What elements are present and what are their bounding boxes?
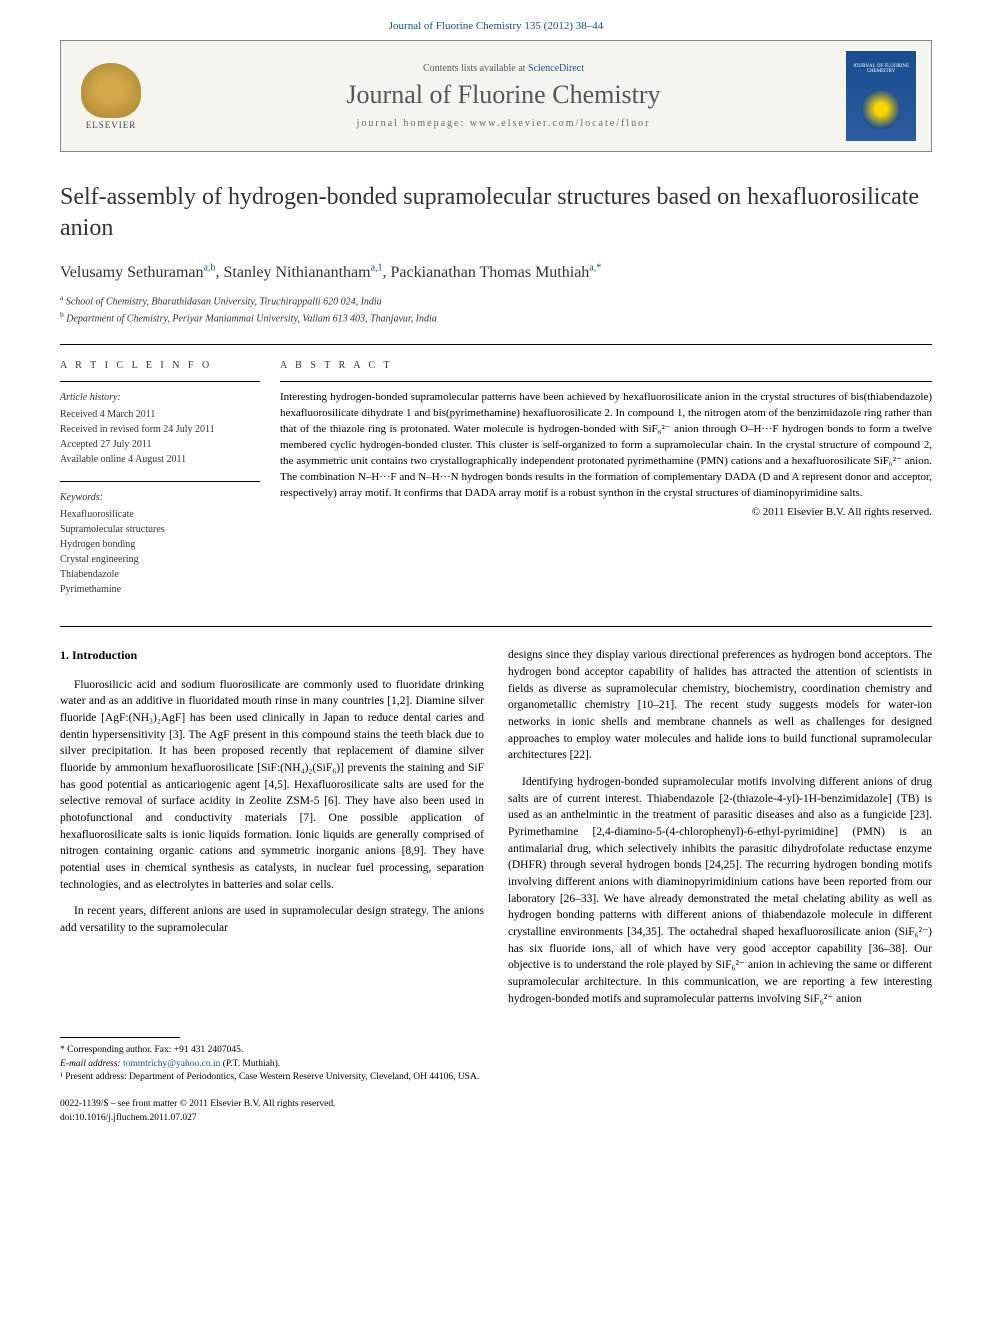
history-label: Article history: (60, 390, 260, 405)
body-right-column: designs since they display various direc… (508, 647, 932, 1017)
author: Stanley Nithiananthama,1 (223, 264, 382, 281)
info-divider (60, 481, 260, 482)
affiliation: b Department of Chemistry, Periyar Mania… (60, 309, 932, 326)
contents-available-line: Contents lists available at ScienceDirec… (161, 63, 846, 74)
abstract-column: A B S T R A C T Interesting hydrogen-bon… (280, 360, 932, 611)
keyword: Hexafluorosilicate (60, 507, 260, 522)
info-divider (60, 381, 260, 382)
section-heading: 1. Introduction (60, 647, 484, 664)
email-link[interactable]: tommtrichy@yahoo.co.in (123, 1059, 220, 1069)
author: Packianathan Thomas Muthiaha,* (391, 264, 602, 281)
present-address-note: ¹ Present address: Department of Periodo… (60, 1071, 480, 1084)
footer-bar: 0022-1139/$ – see front matter © 2011 El… (60, 1098, 932, 1125)
affiliations: a School of Chemistry, Bharathidasan Uni… (60, 292, 932, 327)
journal-name: Journal of Fluorine Chemistry (161, 80, 846, 110)
body-paragraph: Fluorosilicic acid and sodium fluorosili… (60, 677, 484, 894)
journal-cover-thumbnail: JOURNAL OF FLUORINE CHEMISTRY (846, 51, 916, 141)
abstract-text: Interesting hydrogen-bonded supramolecul… (280, 390, 932, 502)
abstract-copyright: © 2011 Elsevier B.V. All rights reserved… (280, 506, 932, 518)
body-paragraph: In recent years, different anions are us… (60, 903, 484, 936)
journal-header-box: ELSEVIER Contents lists available at Sci… (60, 40, 932, 152)
article-title: Self-assembly of hydrogen-bonded supramo… (60, 182, 932, 244)
affiliation: a School of Chemistry, Bharathidasan Uni… (60, 292, 932, 309)
article-info-column: A R T I C L E I N F O Article history: R… (60, 360, 280, 611)
body-text-columns: 1. Introduction Fluorosilicic acid and s… (60, 647, 932, 1017)
elsevier-tree-icon (81, 63, 141, 118)
section-divider (60, 626, 932, 627)
keyword: Crystal engineering (60, 552, 260, 567)
keyword: Hydrogen bonding (60, 537, 260, 552)
journal-homepage: journal homepage: www.elsevier.com/locat… (161, 118, 846, 129)
keyword: Supramolecular structures (60, 522, 260, 537)
abstract-heading: A B S T R A C T (280, 360, 932, 371)
history-item: Received in revised form 24 July 2011 (60, 422, 260, 437)
keyword: Pyrimethamine (60, 582, 260, 597)
author-list: Velusamy Sethuramana,b, Stanley Nithiana… (60, 262, 932, 281)
running-header: Journal of Fluorine Chemistry 135 (2012)… (0, 0, 992, 40)
elsevier-logo: ELSEVIER (76, 56, 146, 136)
body-paragraph: designs since they display various direc… (508, 647, 932, 764)
sciencedirect-link[interactable]: ScienceDirect (528, 63, 584, 74)
citation: Journal of Fluorine Chemistry 135 (2012)… (389, 20, 603, 32)
history-item: Available online 4 August 2011 (60, 452, 260, 467)
abstract-divider (280, 381, 932, 382)
author: Velusamy Sethuramana,b (60, 264, 215, 281)
info-abstract-row: A R T I C L E I N F O Article history: R… (60, 345, 932, 626)
footnotes-block: * Corresponding author. Fax: +91 431 240… (60, 1037, 480, 1084)
issn-line: 0022-1139/$ – see front matter © 2011 El… (60, 1098, 932, 1111)
history-item: Received 4 March 2011 (60, 407, 260, 422)
keyword: Thiabendazole (60, 567, 260, 582)
doi-line: doi:10.1016/j.jfluchem.2011.07.027 (60, 1112, 932, 1125)
cover-title: JOURNAL OF FLUORINE CHEMISTRY (851, 64, 911, 74)
footnotes-divider (60, 1037, 180, 1038)
article-history-block: Article history: Received 4 March 2011 R… (60, 390, 260, 467)
corresponding-author-note: * Corresponding author. Fax: +91 431 240… (60, 1044, 480, 1057)
article-info-heading: A R T I C L E I N F O (60, 360, 260, 371)
cover-graphic-icon (861, 89, 901, 129)
history-item: Accepted 27 July 2011 (60, 437, 260, 452)
keywords-label: Keywords: (60, 490, 260, 505)
journal-center: Contents lists available at ScienceDirec… (161, 63, 846, 129)
keywords-block: Keywords: Hexafluorosilicate Supramolecu… (60, 490, 260, 597)
body-left-column: 1. Introduction Fluorosilicic acid and s… (60, 647, 484, 1017)
body-paragraph: Identifying hydrogen-bonded supramolecul… (508, 774, 932, 1007)
publisher-name: ELSEVIER (86, 120, 137, 130)
email-line: E-mail address: tommtrichy@yahoo.co.in (… (60, 1058, 480, 1071)
